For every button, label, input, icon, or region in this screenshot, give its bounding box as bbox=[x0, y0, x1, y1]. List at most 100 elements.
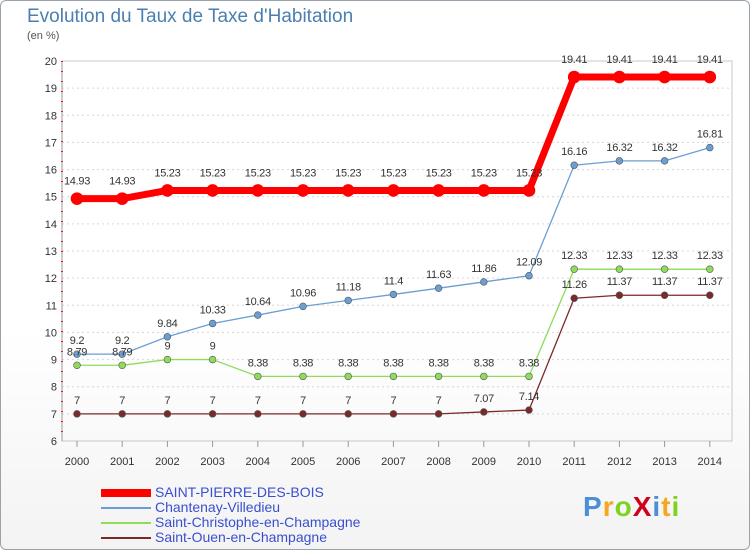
data-point bbox=[208, 355, 217, 364]
data-point bbox=[658, 70, 671, 84]
data-point bbox=[341, 184, 355, 197]
y-tick-label: 13 bbox=[45, 246, 57, 258]
data-label: 16.32 bbox=[606, 142, 632, 154]
data-point bbox=[389, 290, 398, 299]
data-point bbox=[254, 410, 262, 418]
data-label: 9 bbox=[210, 341, 216, 353]
data-label: 15.23 bbox=[426, 167, 452, 179]
data-label: 7 bbox=[255, 395, 261, 407]
data-label: 11.4 bbox=[384, 275, 404, 287]
legend-swatch bbox=[101, 537, 151, 539]
data-label: 19.41 bbox=[606, 54, 632, 66]
data-point bbox=[344, 296, 352, 305]
logo-letter: i bbox=[671, 491, 681, 522]
data-point bbox=[525, 272, 533, 280]
data-point bbox=[163, 333, 172, 341]
data-point bbox=[522, 184, 536, 197]
x-tick-label: 2008 bbox=[426, 456, 450, 468]
data-label: 12.33 bbox=[606, 250, 632, 262]
data-label: 14.93 bbox=[64, 176, 90, 188]
data-point bbox=[296, 184, 310, 197]
data-label: 7.14 bbox=[519, 391, 539, 403]
y-tick-label: 9 bbox=[51, 355, 57, 367]
data-label: 7 bbox=[436, 395, 442, 407]
data-point bbox=[389, 410, 398, 418]
data-point bbox=[344, 372, 352, 381]
data-label: 10.96 bbox=[290, 287, 316, 299]
x-tick-label: 2005 bbox=[291, 456, 315, 468]
legend-swatch bbox=[101, 489, 151, 497]
data-point bbox=[570, 294, 578, 302]
y-tick-label: 19 bbox=[45, 83, 57, 95]
data-point bbox=[73, 410, 81, 418]
logo-letter: t bbox=[661, 491, 672, 522]
x-tick-label: 2000 bbox=[65, 456, 89, 468]
y-tick-label: 15 bbox=[45, 192, 57, 204]
data-point bbox=[299, 410, 307, 418]
data-label: 8.38 bbox=[428, 357, 448, 369]
data-label: 11.18 bbox=[336, 281, 361, 293]
data-label: 11.37 bbox=[607, 276, 632, 288]
logo-letter: X bbox=[632, 491, 653, 522]
data-point bbox=[70, 192, 84, 205]
data-label: 11.26 bbox=[562, 279, 587, 291]
legend-swatch bbox=[101, 522, 151, 524]
data-point bbox=[706, 265, 714, 273]
data-label: 9.2 bbox=[115, 335, 130, 347]
data-point bbox=[567, 70, 581, 84]
x-tick-label: 2010 bbox=[517, 456, 541, 468]
data-point bbox=[208, 410, 217, 418]
data-point bbox=[434, 410, 443, 418]
data-point bbox=[73, 350, 81, 358]
legend-label: Chantenay-Villedieu bbox=[155, 499, 281, 515]
x-tick-label: 2006 bbox=[336, 456, 360, 468]
x-tick-label: 2011 bbox=[562, 456, 586, 468]
data-point bbox=[480, 408, 488, 416]
data-label: 8.38 bbox=[293, 357, 313, 369]
data-label: 15.23 bbox=[245, 167, 271, 179]
data-label: 7 bbox=[164, 395, 170, 407]
data-point bbox=[613, 70, 626, 84]
data-point bbox=[118, 350, 126, 358]
data-label: 7.07 bbox=[474, 393, 494, 405]
y-tick-label: 20 bbox=[45, 56, 57, 68]
y-tick-label: 6 bbox=[51, 436, 57, 448]
y-tick-label: 18 bbox=[45, 110, 57, 122]
data-label: 19.41 bbox=[561, 54, 587, 66]
data-point bbox=[706, 291, 714, 299]
x-tick-label: 2012 bbox=[607, 456, 631, 468]
data-label: 15.23 bbox=[335, 167, 361, 179]
data-point bbox=[163, 410, 172, 418]
data-point bbox=[344, 410, 352, 418]
data-point bbox=[389, 372, 398, 381]
y-tick-label: 7 bbox=[51, 409, 57, 421]
data-point bbox=[118, 361, 126, 369]
data-label: 8.38 bbox=[338, 357, 358, 369]
x-tick-label: 2002 bbox=[155, 456, 179, 468]
data-point bbox=[480, 372, 488, 381]
data-point bbox=[118, 410, 126, 418]
data-point bbox=[432, 184, 445, 197]
data-point bbox=[660, 291, 669, 299]
y-tick-label: 12 bbox=[45, 273, 57, 285]
data-label: 11.37 bbox=[652, 276, 677, 288]
data-point bbox=[206, 184, 219, 197]
y-tick-label: 17 bbox=[45, 137, 57, 149]
data-label: 9.84 bbox=[157, 318, 177, 330]
data-label: 10.33 bbox=[200, 304, 226, 316]
data-label: 8.79 bbox=[67, 346, 87, 358]
data-label: 7 bbox=[119, 395, 125, 407]
data-point bbox=[615, 157, 624, 165]
x-tick-label: 2013 bbox=[652, 456, 676, 468]
data-point bbox=[163, 355, 172, 364]
data-label: 15.23 bbox=[200, 167, 226, 179]
data-point bbox=[251, 184, 265, 197]
data-label: 15.23 bbox=[154, 167, 180, 179]
data-label: 10.64 bbox=[245, 296, 271, 308]
legend-label: Saint-Ouen-en-Champagne bbox=[155, 529, 327, 545]
data-label: 15.23 bbox=[380, 167, 406, 179]
y-tick-label: 14 bbox=[45, 219, 57, 231]
data-point bbox=[434, 372, 443, 381]
data-point bbox=[660, 265, 669, 273]
line-chart: 6 7 8 9 10 11 12 13 14 15 16 17 18 19 20 2000 2001 2002 20… bbox=[45, 54, 733, 468]
